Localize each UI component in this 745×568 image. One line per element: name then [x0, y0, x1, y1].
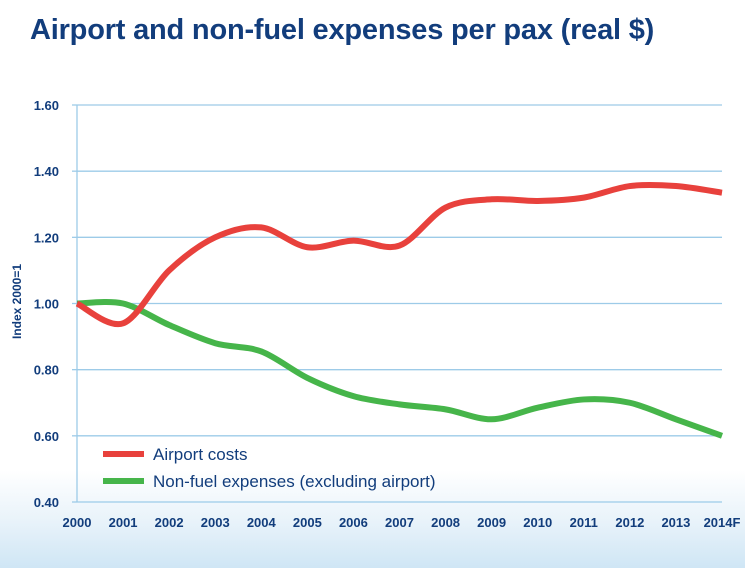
legend-label: Non-fuel expenses (excluding airport)	[153, 472, 436, 491]
y-tick-label: 1.20	[34, 230, 59, 245]
x-tick-label: 2000	[63, 515, 92, 530]
x-tick-label: 2010	[523, 515, 552, 530]
x-tick-label: 2006	[339, 515, 368, 530]
y-tick-label: 0.80	[34, 363, 59, 378]
y-tick-label: 0.60	[34, 429, 59, 444]
x-tick-label: 2012	[615, 515, 644, 530]
x-tick-label: 2013	[661, 515, 690, 530]
x-tick-label: 2002	[155, 515, 184, 530]
x-tick-labels: 2000 2001 2002 2003 2004 2005 2006 2007 2008 2009…	[63, 515, 741, 530]
y-tick-labels: 0.40 0.60 0.80 1.00 1.20 1.40 1.60	[34, 98, 59, 510]
series-line-non-fuel-expenses	[76, 298, 724, 439]
chart-title: Airport and non-fuel expenses per pax (r…	[30, 14, 655, 46]
legend: Airport costs Non-fuel expenses (excludin…	[103, 445, 436, 491]
x-tick-label: 2003	[201, 515, 230, 530]
x-tick-label: 2005	[293, 515, 322, 530]
y-tick-label: 1.40	[34, 164, 59, 179]
x-tick-label: 2004	[247, 515, 277, 530]
x-tick-label: 2011	[570, 515, 598, 530]
y-tick-label: 1.60	[34, 98, 59, 113]
x-tick-label: 2001	[109, 515, 138, 530]
x-tick-label: 2009	[477, 515, 506, 530]
legend-label: Airport costs	[153, 445, 247, 464]
y-tick-label: 1.00	[34, 297, 59, 312]
y-tick-label: 0.40	[34, 495, 59, 510]
y-axis-label: Index 2000=1	[10, 264, 24, 339]
series-lines	[75, 181, 724, 439]
x-tick-label: 2007	[385, 515, 414, 530]
x-tick-label: 2008	[431, 515, 460, 530]
x-tick-label: 2014F	[704, 515, 741, 530]
gridlines	[72, 104, 722, 503]
